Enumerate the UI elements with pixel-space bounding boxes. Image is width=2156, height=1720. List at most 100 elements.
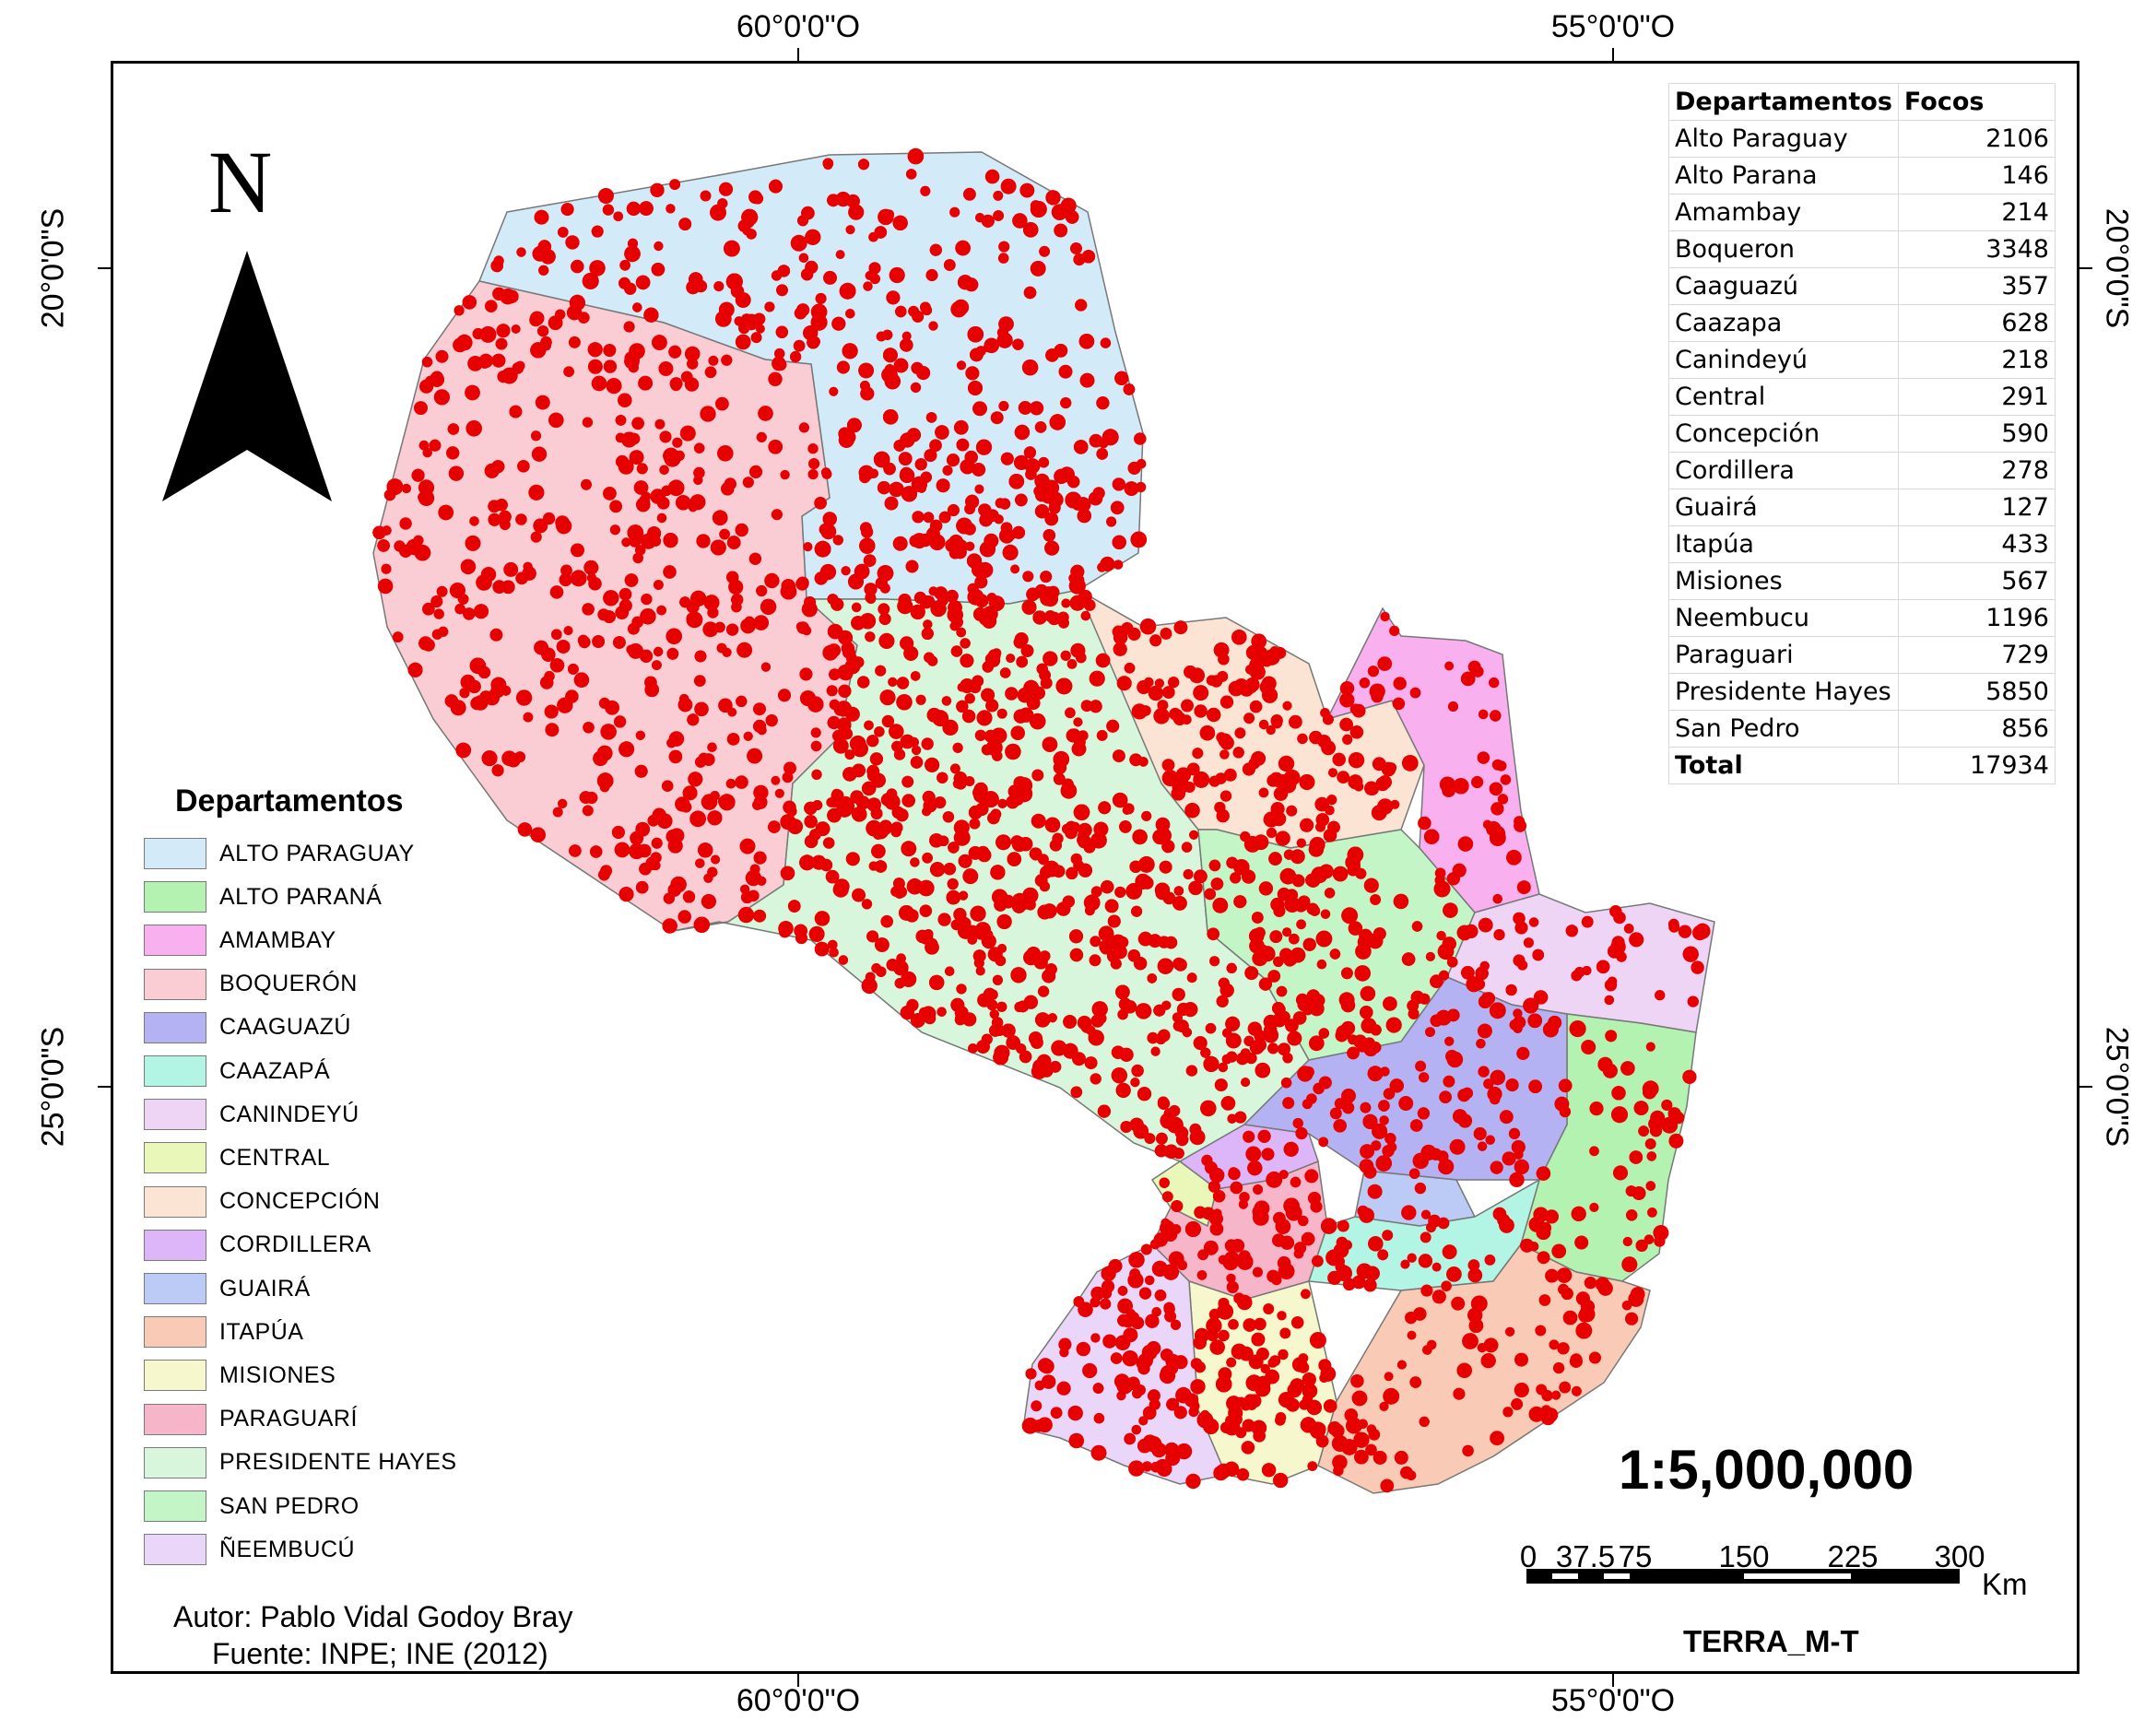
fire-hotspot-icon xyxy=(1514,1352,1528,1367)
fire-hotspot-icon xyxy=(1262,1463,1277,1478)
fire-hotspot-icon xyxy=(1102,1334,1117,1349)
fire-hotspot-icon xyxy=(844,749,855,760)
fire-hotspot-icon xyxy=(814,497,827,510)
fire-hotspot-icon xyxy=(972,401,987,417)
fire-hotspot-icon xyxy=(725,273,743,290)
fire-hotspot-icon xyxy=(965,366,980,381)
fire-hotspot-icon xyxy=(982,613,997,629)
fire-hotspot-icon xyxy=(1252,1266,1263,1278)
fire-hotspot-icon xyxy=(530,531,542,543)
fire-hotspot-icon xyxy=(1295,1126,1308,1140)
fire-hotspot-icon xyxy=(765,714,778,727)
fire-hotspot-icon xyxy=(1181,699,1194,713)
fire-hotspot-icon xyxy=(938,511,951,524)
fire-hotspot-icon xyxy=(582,417,594,428)
fire-hotspot-icon xyxy=(879,583,890,594)
fire-hotspot-icon xyxy=(1362,1113,1378,1129)
legend-label: SAN PEDRO xyxy=(219,1492,359,1519)
fire-hotspot-icon xyxy=(1342,1240,1352,1250)
fire-hotspot-icon xyxy=(619,599,632,613)
fire-hotspot-icon xyxy=(781,579,795,594)
fire-hotspot-icon xyxy=(693,916,710,933)
fire-hotspot-icon xyxy=(929,439,942,453)
fire-hotspot-icon xyxy=(1407,1253,1417,1263)
fire-hotspot-icon xyxy=(591,225,604,238)
fire-hotspot-icon xyxy=(1042,736,1058,752)
fire-hotspot-icon xyxy=(1090,1444,1107,1461)
fire-hotspot-icon xyxy=(1479,709,1489,720)
fire-hotspot-icon xyxy=(1382,1145,1395,1158)
fire-hotspot-icon xyxy=(1511,1398,1523,1410)
fire-hotspot-icon xyxy=(1645,1181,1656,1191)
fire-hotspot-icon xyxy=(870,807,883,819)
fire-hotspot-icon xyxy=(726,733,740,746)
fire-hotspot-icon xyxy=(381,563,392,574)
fire-hotspot-icon xyxy=(1638,1125,1649,1137)
fire-hotspot-icon xyxy=(682,890,696,903)
fire-hotspot-icon xyxy=(810,740,822,752)
fire-hotspot-icon xyxy=(898,452,913,465)
fire-hotspot-icon xyxy=(593,750,608,766)
fire-hotspot-icon xyxy=(990,411,1004,425)
fire-hotspot-icon xyxy=(1113,642,1127,656)
fire-hotspot-icon xyxy=(925,268,938,282)
fire-hotspot-icon xyxy=(1114,886,1126,899)
north-letter: N xyxy=(208,133,273,231)
fire-hotspot-icon xyxy=(682,785,698,801)
fire-hotspot-icon xyxy=(953,419,969,435)
fire-hotspot-icon xyxy=(1107,914,1121,928)
fire-hotspot-icon xyxy=(1246,683,1257,694)
fire-hotspot-icon xyxy=(1516,880,1531,895)
fire-hotspot-icon xyxy=(700,190,712,202)
fire-hotspot-icon xyxy=(571,259,584,274)
fire-hotspot-icon xyxy=(1270,897,1285,912)
fire-hotspot-icon xyxy=(1189,1129,1206,1146)
fire-hotspot-icon xyxy=(996,1001,1007,1012)
legend-swatch xyxy=(144,1055,206,1087)
fire-hotspot-icon xyxy=(1363,1278,1377,1292)
scale-tick-label: 300 xyxy=(1934,1539,1985,1573)
fire-hotspot-icon xyxy=(1194,869,1208,884)
fire-hotspot-icon xyxy=(756,431,767,442)
fire-hotspot-icon xyxy=(1243,1035,1255,1046)
fire-hotspot-icon xyxy=(1021,1417,1039,1434)
fire-hotspot-icon xyxy=(460,559,477,575)
fire-hotspot-icon xyxy=(1247,1160,1263,1176)
fire-hotspot-icon xyxy=(1467,660,1481,674)
fire-hotspot-icon xyxy=(991,727,1007,744)
fire-hotspot-icon xyxy=(775,325,788,338)
fire-hotspot-icon xyxy=(1528,917,1539,927)
fire-hotspot-icon xyxy=(845,309,855,319)
fire-hotspot-icon xyxy=(1123,803,1135,815)
fire-hotspot-icon xyxy=(1209,1221,1224,1236)
fire-hotspot-icon xyxy=(1231,1343,1247,1360)
fire-hotspot-icon xyxy=(1209,1167,1225,1184)
fire-hotspot-icon xyxy=(694,650,707,663)
fire-hotspot-icon xyxy=(994,514,1004,524)
fire-hotspot-icon xyxy=(1248,1354,1264,1370)
legend-label: MISIONES xyxy=(219,1361,336,1388)
fire-hotspot-icon xyxy=(1253,1184,1263,1195)
fire-hotspot-icon xyxy=(827,594,839,606)
fire-hotspot-icon xyxy=(1315,930,1333,948)
fire-hotspot-icon xyxy=(858,362,874,379)
fire-hotspot-icon xyxy=(992,974,1003,985)
fire-hotspot-icon xyxy=(1394,1450,1408,1465)
fire-hotspot-icon xyxy=(1023,286,1037,300)
fire-hotspot-icon xyxy=(613,636,626,649)
fire-hotspot-icon xyxy=(909,736,919,748)
fire-hotspot-icon xyxy=(718,698,733,713)
fire-hotspot-icon xyxy=(662,918,677,934)
fire-hotspot-icon xyxy=(677,910,691,924)
fire-hotspot-icon xyxy=(567,305,583,321)
fire-hotspot-icon xyxy=(1131,905,1143,917)
fire-hotspot-icon xyxy=(975,802,989,816)
fire-hotspot-icon xyxy=(726,623,739,636)
fire-hotspot-icon xyxy=(568,664,579,675)
fire-hotspot-icon xyxy=(1446,1051,1464,1068)
fire-hotspot-icon xyxy=(656,497,670,510)
fire-hotspot-icon xyxy=(753,784,769,801)
legend-label: PRESIDENTE HAYES xyxy=(219,1449,457,1476)
fire-hotspot-icon xyxy=(1348,752,1365,769)
fire-hotspot-icon xyxy=(1603,1063,1618,1078)
